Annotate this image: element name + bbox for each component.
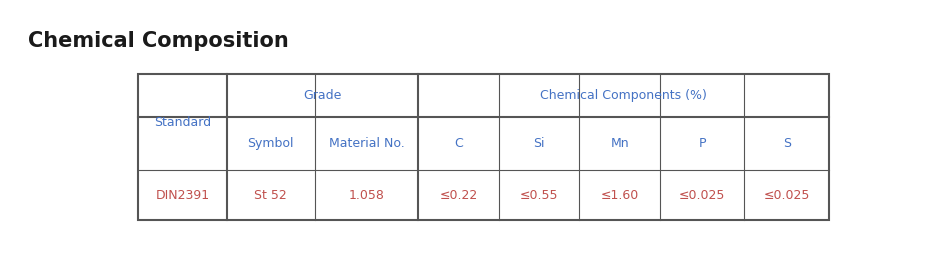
Text: ≤0.55: ≤0.55 — [520, 189, 559, 202]
Text: P: P — [699, 137, 706, 150]
Text: Symbol: Symbol — [247, 137, 294, 150]
Text: S: S — [783, 137, 790, 150]
Text: Material No.: Material No. — [328, 137, 404, 150]
Text: ≤0.22: ≤0.22 — [439, 189, 478, 202]
Text: Grade: Grade — [303, 89, 341, 102]
Text: DIN2391: DIN2391 — [156, 189, 210, 202]
Text: C: C — [454, 137, 463, 150]
Text: Chemical Composition: Chemical Composition — [28, 31, 288, 51]
Text: 1.058: 1.058 — [349, 189, 384, 202]
Text: Chemical Components (%): Chemical Components (%) — [540, 89, 707, 102]
Text: Standard: Standard — [154, 116, 211, 129]
Text: St 52: St 52 — [255, 189, 287, 202]
Text: Si: Si — [534, 137, 545, 150]
Text: Mn: Mn — [610, 137, 629, 150]
Text: ≤1.60: ≤1.60 — [601, 189, 639, 202]
Text: ≤0.025: ≤0.025 — [679, 189, 726, 202]
Text: ≤0.025: ≤0.025 — [763, 189, 810, 202]
